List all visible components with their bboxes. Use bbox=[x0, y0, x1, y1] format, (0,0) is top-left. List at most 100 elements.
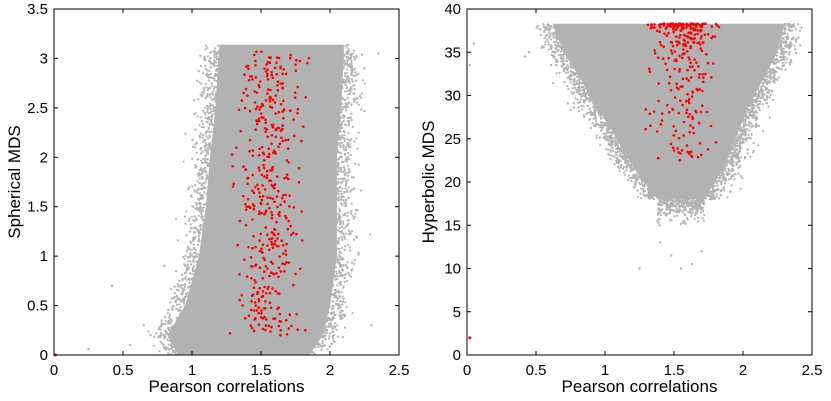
gray-point bbox=[343, 152, 347, 155]
red-point bbox=[280, 136, 283, 139]
red-point bbox=[265, 63, 268, 66]
gray-point bbox=[736, 144, 739, 148]
gray-point bbox=[354, 58, 357, 61]
gray-point bbox=[540, 46, 543, 50]
gray-point bbox=[363, 82, 366, 85]
red-point bbox=[273, 234, 277, 237]
red-point bbox=[255, 122, 259, 126]
red-point bbox=[688, 113, 692, 116]
red-point bbox=[246, 197, 250, 201]
gray-point bbox=[798, 29, 802, 32]
gray-point bbox=[198, 177, 201, 180]
gray-point bbox=[766, 88, 769, 91]
gray-point bbox=[346, 215, 349, 218]
gray-point bbox=[763, 99, 767, 102]
red-point bbox=[250, 265, 254, 268]
red-point bbox=[656, 56, 660, 59]
red-point bbox=[279, 333, 282, 337]
red-point bbox=[257, 154, 261, 157]
red-point bbox=[273, 183, 277, 186]
gray-point bbox=[349, 275, 353, 278]
gray-point bbox=[684, 208, 688, 211]
gray-point bbox=[209, 57, 212, 60]
gray-point bbox=[781, 33, 784, 36]
red-point bbox=[697, 65, 700, 68]
gray-point bbox=[675, 198, 678, 201]
gray-point bbox=[213, 75, 216, 78]
red-point bbox=[266, 78, 270, 81]
gray-point bbox=[544, 43, 547, 46]
gray-point bbox=[338, 300, 341, 303]
red-point bbox=[244, 168, 248, 171]
gray-point bbox=[353, 56, 356, 59]
gray-point bbox=[699, 200, 702, 203]
gray-point bbox=[694, 199, 697, 203]
gray-point bbox=[740, 146, 743, 149]
gray-point bbox=[348, 58, 351, 61]
gray-point bbox=[619, 152, 622, 155]
red-point bbox=[681, 77, 685, 81]
gray-point bbox=[336, 149, 339, 152]
gray-point bbox=[327, 322, 330, 326]
red-point bbox=[254, 128, 257, 131]
gray-point bbox=[193, 236, 196, 240]
gray-point bbox=[762, 130, 765, 133]
gray-point bbox=[708, 198, 712, 201]
gray-outlier-point bbox=[128, 343, 132, 347]
gray-point bbox=[342, 129, 345, 132]
gray-point bbox=[325, 328, 329, 331]
gray-point bbox=[619, 164, 622, 167]
red-point bbox=[295, 232, 298, 236]
gray-point bbox=[343, 276, 346, 279]
red-point bbox=[264, 265, 268, 268]
gray-point bbox=[748, 124, 751, 127]
red-point bbox=[696, 32, 699, 36]
red-point bbox=[666, 103, 669, 107]
gray-point bbox=[205, 178, 208, 181]
gray-point bbox=[550, 47, 553, 51]
red-point bbox=[676, 147, 679, 150]
red-point bbox=[284, 138, 287, 142]
red-point bbox=[258, 169, 261, 172]
red-point bbox=[687, 79, 691, 82]
red-point bbox=[678, 70, 681, 73]
gray-point bbox=[783, 27, 786, 30]
gray-point bbox=[350, 54, 353, 57]
gray-point bbox=[349, 231, 352, 234]
gray-point bbox=[775, 54, 779, 57]
red-point bbox=[700, 153, 703, 157]
red-point bbox=[253, 101, 257, 104]
red-point bbox=[274, 289, 277, 293]
gray-point bbox=[194, 248, 197, 251]
red-point bbox=[697, 76, 701, 79]
gray-point bbox=[182, 255, 185, 258]
gray-point bbox=[639, 176, 642, 179]
red-point bbox=[277, 266, 281, 270]
gray-point bbox=[790, 60, 793, 64]
red-point bbox=[704, 52, 708, 56]
red-point bbox=[682, 134, 685, 137]
gray-point bbox=[200, 212, 203, 216]
gray-point bbox=[346, 102, 349, 106]
gray-point bbox=[317, 346, 320, 349]
gray-point bbox=[336, 219, 339, 222]
red-point bbox=[240, 294, 244, 297]
red-point bbox=[244, 208, 248, 212]
gray-point bbox=[603, 123, 606, 127]
gray-point bbox=[795, 40, 798, 43]
gray-point bbox=[738, 144, 741, 147]
gray-point bbox=[339, 256, 342, 259]
red-point bbox=[695, 61, 698, 64]
gray-point bbox=[339, 117, 342, 120]
gray-point bbox=[334, 302, 338, 305]
gray-point bbox=[345, 204, 348, 207]
red-point bbox=[678, 67, 681, 71]
gray-point bbox=[565, 59, 568, 62]
gray-point bbox=[204, 82, 207, 85]
gray-point bbox=[198, 192, 201, 195]
gray-point bbox=[200, 183, 203, 186]
red-point bbox=[282, 194, 285, 197]
gray-point bbox=[748, 136, 752, 139]
red-point bbox=[655, 29, 659, 32]
